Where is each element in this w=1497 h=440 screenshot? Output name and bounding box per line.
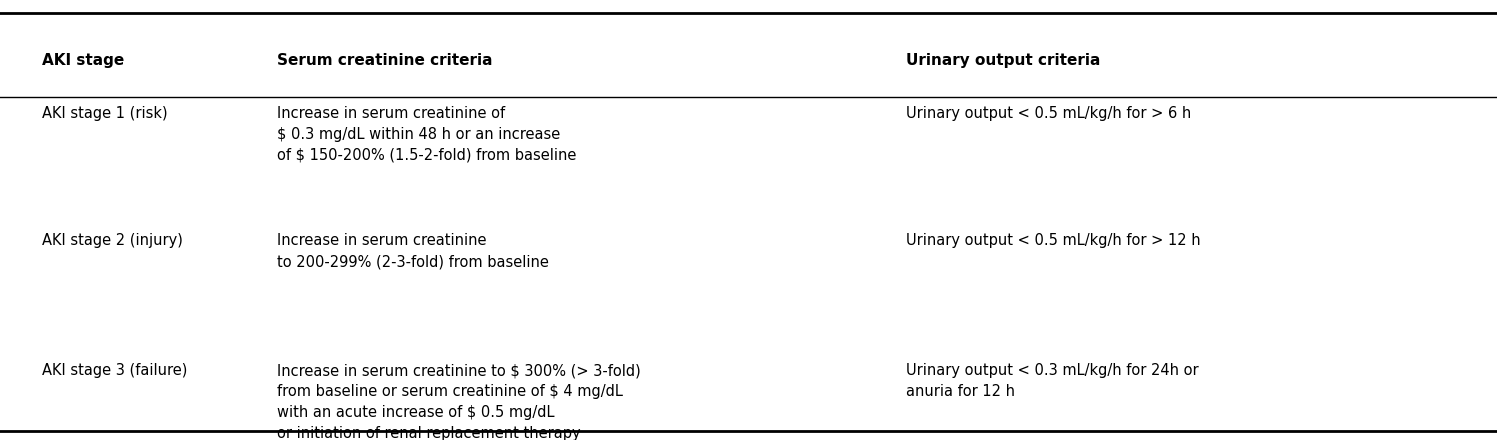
Text: Increase in serum creatinine to $ 300% (> 3-fold)
from baseline or serum creatin: Increase in serum creatinine to $ 300% (… — [277, 363, 641, 440]
Text: AKI stage 2 (injury): AKI stage 2 (injury) — [42, 233, 183, 248]
Text: Urinary output < 0.5 mL/kg/h for > 6 h: Urinary output < 0.5 mL/kg/h for > 6 h — [906, 106, 1192, 121]
Text: Urinary output < 0.3 mL/kg/h for 24h or
anuria for 12 h: Urinary output < 0.3 mL/kg/h for 24h or … — [906, 363, 1198, 399]
Text: Serum creatinine criteria: Serum creatinine criteria — [277, 53, 493, 68]
Text: Increase in serum creatinine of
$ 0.3 mg/dL within 48 h or an increase
of $ 150-: Increase in serum creatinine of $ 0.3 mg… — [277, 106, 576, 163]
Text: AKI stage 1 (risk): AKI stage 1 (risk) — [42, 106, 168, 121]
Text: Increase in serum creatinine
to 200-299% (2-3-fold) from baseline: Increase in serum creatinine to 200-299%… — [277, 233, 549, 269]
Text: Urinary output criteria: Urinary output criteria — [906, 53, 1100, 68]
Text: AKI stage 3 (failure): AKI stage 3 (failure) — [42, 363, 187, 378]
Text: AKI stage: AKI stage — [42, 53, 124, 68]
Text: Urinary output < 0.5 mL/kg/h for > 12 h: Urinary output < 0.5 mL/kg/h for > 12 h — [906, 233, 1201, 248]
